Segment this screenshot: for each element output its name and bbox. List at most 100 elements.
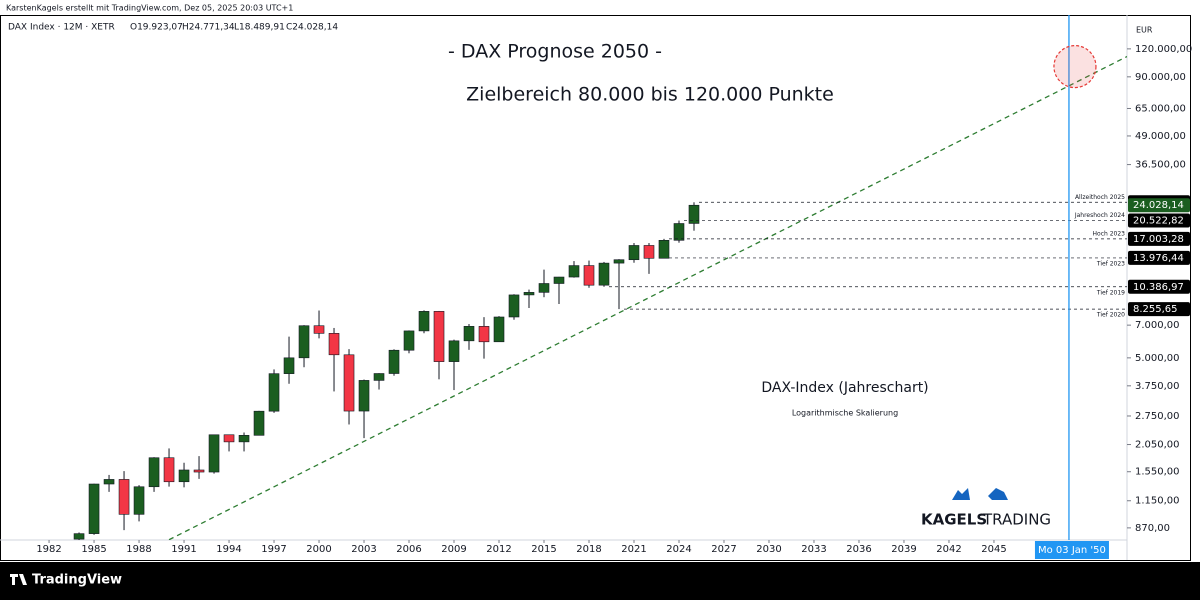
x-tick-label: 1991 bbox=[171, 544, 196, 555]
candle-body bbox=[358, 380, 370, 412]
candle-body bbox=[193, 469, 205, 473]
candle-body bbox=[223, 434, 235, 443]
annotation-sub: Logarithmische Skalierung bbox=[792, 409, 898, 418]
currency: EUR bbox=[1136, 26, 1153, 35]
candle-body bbox=[163, 457, 175, 483]
candle-body bbox=[658, 240, 670, 259]
candle-body bbox=[328, 333, 340, 356]
candle-body bbox=[148, 457, 160, 488]
candle-body bbox=[118, 479, 130, 515]
x-tick-label: 2018 bbox=[576, 544, 601, 555]
candle-body bbox=[628, 245, 640, 261]
price-label: 10.386,97 bbox=[1133, 282, 1184, 293]
candle-body bbox=[688, 204, 700, 224]
price-label-box bbox=[1128, 231, 1190, 246]
candle-body bbox=[433, 311, 445, 362]
x-tick-label: 2006 bbox=[396, 544, 421, 555]
candle-body bbox=[643, 245, 655, 259]
y-tick-label: 3.750,00 bbox=[1135, 381, 1180, 392]
x-tick-label: 1988 bbox=[126, 544, 151, 555]
header: KarstenKagels erstellt mit TradingView.c… bbox=[6, 4, 293, 13]
candle-body bbox=[418, 311, 430, 332]
candle-body bbox=[388, 349, 400, 374]
x-tick-label: 1985 bbox=[81, 544, 106, 555]
trendline bbox=[168, 55, 1127, 540]
x-tick-label: 2036 bbox=[846, 544, 871, 555]
price-label: 20.522,82 bbox=[1133, 216, 1184, 227]
candle-body bbox=[463, 326, 475, 342]
x-tick-label: 2045 bbox=[981, 544, 1006, 555]
candle-body bbox=[208, 434, 220, 473]
candle-body bbox=[298, 325, 310, 359]
level-name: Tief 2023 bbox=[1096, 260, 1125, 267]
candle-body bbox=[178, 469, 190, 483]
candle-body bbox=[523, 292, 535, 296]
x-tick-label: 2000 bbox=[306, 544, 331, 555]
candle-body bbox=[673, 223, 685, 241]
plot-area bbox=[73, 55, 1127, 540]
candle-body bbox=[508, 294, 520, 318]
candle-body bbox=[238, 435, 250, 443]
candle-body bbox=[598, 262, 610, 286]
candle-body bbox=[103, 479, 115, 485]
y-tick-label: 1.150,00 bbox=[1135, 496, 1180, 507]
candle-body bbox=[538, 283, 550, 293]
y-tick-label: 49.000,00 bbox=[1135, 131, 1186, 142]
x-tick-label: 2009 bbox=[441, 544, 466, 555]
level-name: Allzeithoch 2025 bbox=[1075, 194, 1125, 201]
x-tick-label: 1994 bbox=[216, 544, 241, 555]
price-label: 17.003,28 bbox=[1133, 234, 1184, 245]
level-name: Tief 2019 bbox=[1096, 289, 1125, 296]
candle-body bbox=[268, 373, 280, 412]
x-tick-label: 2003 bbox=[351, 544, 376, 555]
logo-trading: TRADING bbox=[982, 511, 1051, 529]
chart-subtitle: Zielbereich 80.000 bis 120.000 Punkte bbox=[466, 84, 834, 106]
candle-body bbox=[493, 316, 505, 343]
y-tick-label: 36.500,00 bbox=[1135, 160, 1186, 171]
candle-body bbox=[553, 276, 565, 284]
frame bbox=[0, 15, 1191, 561]
candle-body bbox=[313, 325, 325, 334]
x-tick-label: 2021 bbox=[621, 544, 646, 555]
price-label: 13.976,44 bbox=[1133, 253, 1184, 264]
price-label-box bbox=[1128, 213, 1190, 228]
y-tick-label: 90.000,00 bbox=[1135, 72, 1186, 83]
chart-title: - DAX Prognose 2050 - bbox=[448, 41, 662, 63]
price-label-box bbox=[1128, 279, 1190, 294]
legend-ohlc: O19.923,07 bbox=[130, 23, 183, 33]
x-tick-label: 2030 bbox=[756, 544, 781, 555]
x-tick-label: 2033 bbox=[801, 544, 826, 555]
x-tick-label: 2012 bbox=[486, 544, 511, 555]
footer-logo-icon bbox=[10, 574, 27, 585]
candle-body bbox=[343, 354, 355, 412]
level-name: Hoch 2023 bbox=[1093, 230, 1126, 237]
candle-body bbox=[253, 410, 265, 436]
footer-logo: TradingView bbox=[32, 573, 122, 588]
candle-body bbox=[373, 373, 385, 381]
y-tick-label: 1.550,00 bbox=[1135, 467, 1180, 478]
y-tick-label: 65.000,00 bbox=[1135, 103, 1186, 114]
x-tick-label: 2042 bbox=[936, 544, 961, 555]
candle-body bbox=[283, 357, 295, 374]
x-tick-label: 2024 bbox=[666, 544, 691, 555]
legend-ohlc: C24.028,14 bbox=[286, 23, 338, 33]
logo-bull bbox=[952, 488, 970, 500]
legend-ohlc: H24.771,34 bbox=[182, 23, 235, 33]
forecast-label-box bbox=[1034, 541, 1109, 559]
price-label: 8.255,65 bbox=[1133, 304, 1178, 315]
forecast-label: Mo 03 Jan '50 bbox=[1038, 545, 1106, 556]
legend-symbol: DAX Index · 12M · XETR bbox=[8, 23, 115, 33]
candle-body bbox=[613, 259, 625, 264]
y-tick-label: 7.000,00 bbox=[1135, 320, 1180, 331]
candle-body bbox=[133, 486, 145, 515]
candle-body bbox=[73, 533, 85, 540]
y-tick-label: 5.000,00 bbox=[1135, 353, 1180, 364]
price-label-box bbox=[1128, 302, 1190, 317]
footer-bar bbox=[0, 562, 1200, 600]
last-price-box bbox=[1128, 198, 1190, 213]
x-tick-label: 2027 bbox=[711, 544, 736, 555]
y-tick-label: 2.050,00 bbox=[1135, 440, 1180, 451]
x-tick-label: 1982 bbox=[36, 544, 61, 555]
last-price-label: 24.028,14 bbox=[1133, 200, 1184, 211]
